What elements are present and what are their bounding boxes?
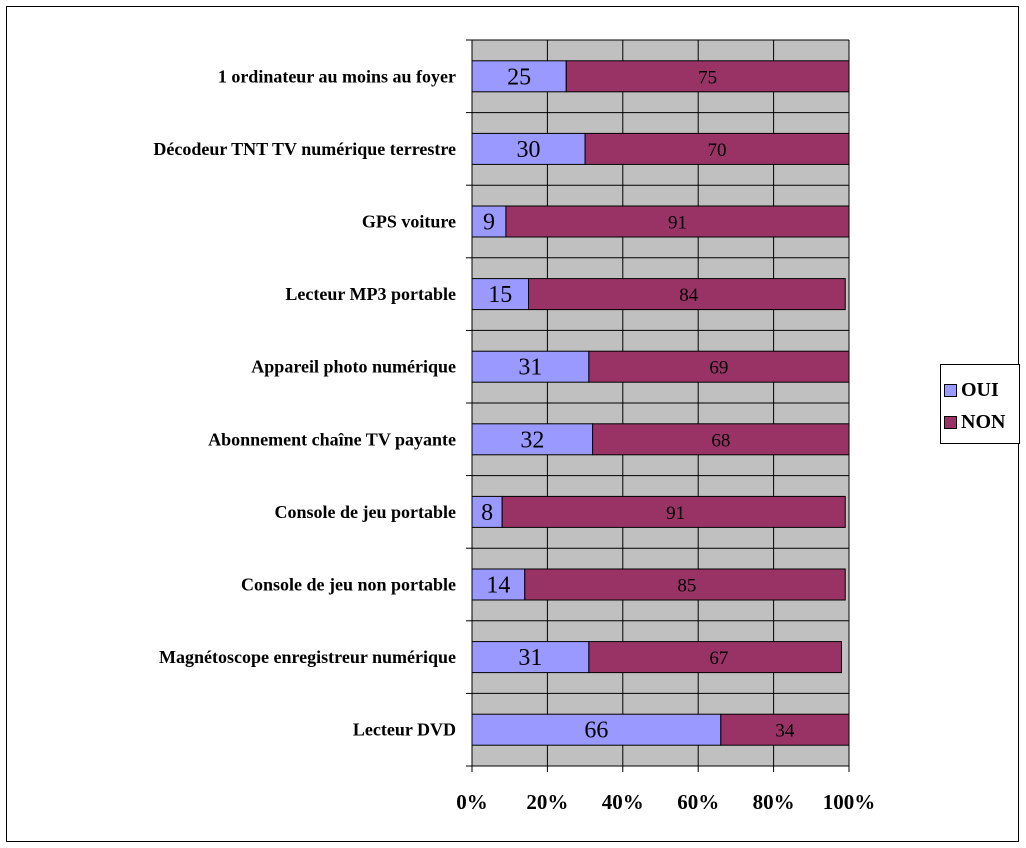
bar-non <box>524 568 846 601</box>
bar-non <box>592 423 850 456</box>
data-label-non: 85 <box>677 576 696 597</box>
data-label-non: 91 <box>668 213 687 234</box>
x-tick-label: 20% <box>526 790 568 814</box>
bar-oui <box>471 495 503 528</box>
data-label-oui: 15 <box>488 282 512 308</box>
data-label-oui: 30 <box>517 137 541 163</box>
bar-non <box>588 641 842 674</box>
data-label-non: 70 <box>708 140 727 161</box>
legend-label-oui: OUI <box>961 379 999 401</box>
legend-item-non: NON <box>944 411 1005 434</box>
x-tick-label: 40% <box>602 790 644 814</box>
bar-non <box>505 205 850 238</box>
legend-swatch-oui <box>944 384 957 397</box>
bar-oui <box>471 350 590 383</box>
data-label-oui: 31 <box>518 645 542 671</box>
x-tick-label: 80% <box>753 790 795 814</box>
data-label-oui: 14 <box>486 573 510 599</box>
bar-oui <box>471 132 586 165</box>
category-label: Console de jeu portable <box>275 502 457 522</box>
data-label-non: 34 <box>775 721 795 742</box>
category-label: Lecteur DVD <box>353 720 456 740</box>
bar-oui <box>471 278 530 311</box>
data-label-oui: 66 <box>584 718 608 744</box>
data-label-non: 68 <box>711 430 730 451</box>
x-tick-label: 0% <box>456 790 488 814</box>
bar-non <box>528 278 846 311</box>
data-label-oui: 25 <box>507 64 531 90</box>
legend-swatch-non <box>944 416 957 429</box>
bar-non <box>588 350 850 383</box>
category-label: GPS voiture <box>362 212 456 232</box>
category-label: Lecteur MP3 portable <box>285 284 456 304</box>
data-label-non: 91 <box>666 503 685 524</box>
data-label-oui: 8 <box>481 500 493 526</box>
data-label-non: 84 <box>679 285 699 306</box>
category-label: Console de jeu non portable <box>241 575 456 595</box>
x-tick-label: 60% <box>677 790 719 814</box>
data-label-non: 69 <box>709 358 728 379</box>
category-label: 1 ordinateur au moins au foyer <box>218 66 456 86</box>
bar-non <box>565 60 850 93</box>
bar-oui <box>471 205 507 238</box>
data-label-oui: 31 <box>518 355 542 381</box>
legend-label-non: NON <box>961 411 1006 433</box>
category-label: Magnétoscope enregistreur numérique <box>159 647 456 667</box>
data-label-non: 75 <box>698 67 717 88</box>
data-label-oui: 9 <box>483 210 495 236</box>
bar-non <box>584 132 850 165</box>
category-label: Appareil photo numérique <box>251 357 456 377</box>
bar-oui <box>471 641 590 674</box>
bar-non <box>720 713 850 746</box>
bar-oui <box>471 60 567 93</box>
chart-legend: OUI NON <box>940 364 1020 444</box>
x-tick-label: 100% <box>823 790 876 814</box>
legend-item-oui: OUI <box>944 379 999 402</box>
data-label-non: 67 <box>709 648 728 669</box>
category-label: Décodeur TNT TV numérique terrestre <box>153 139 456 159</box>
data-label-oui: 32 <box>520 427 544 453</box>
category-label: Abonnement chaîne TV payante <box>208 429 456 449</box>
bar-non <box>501 495 846 528</box>
